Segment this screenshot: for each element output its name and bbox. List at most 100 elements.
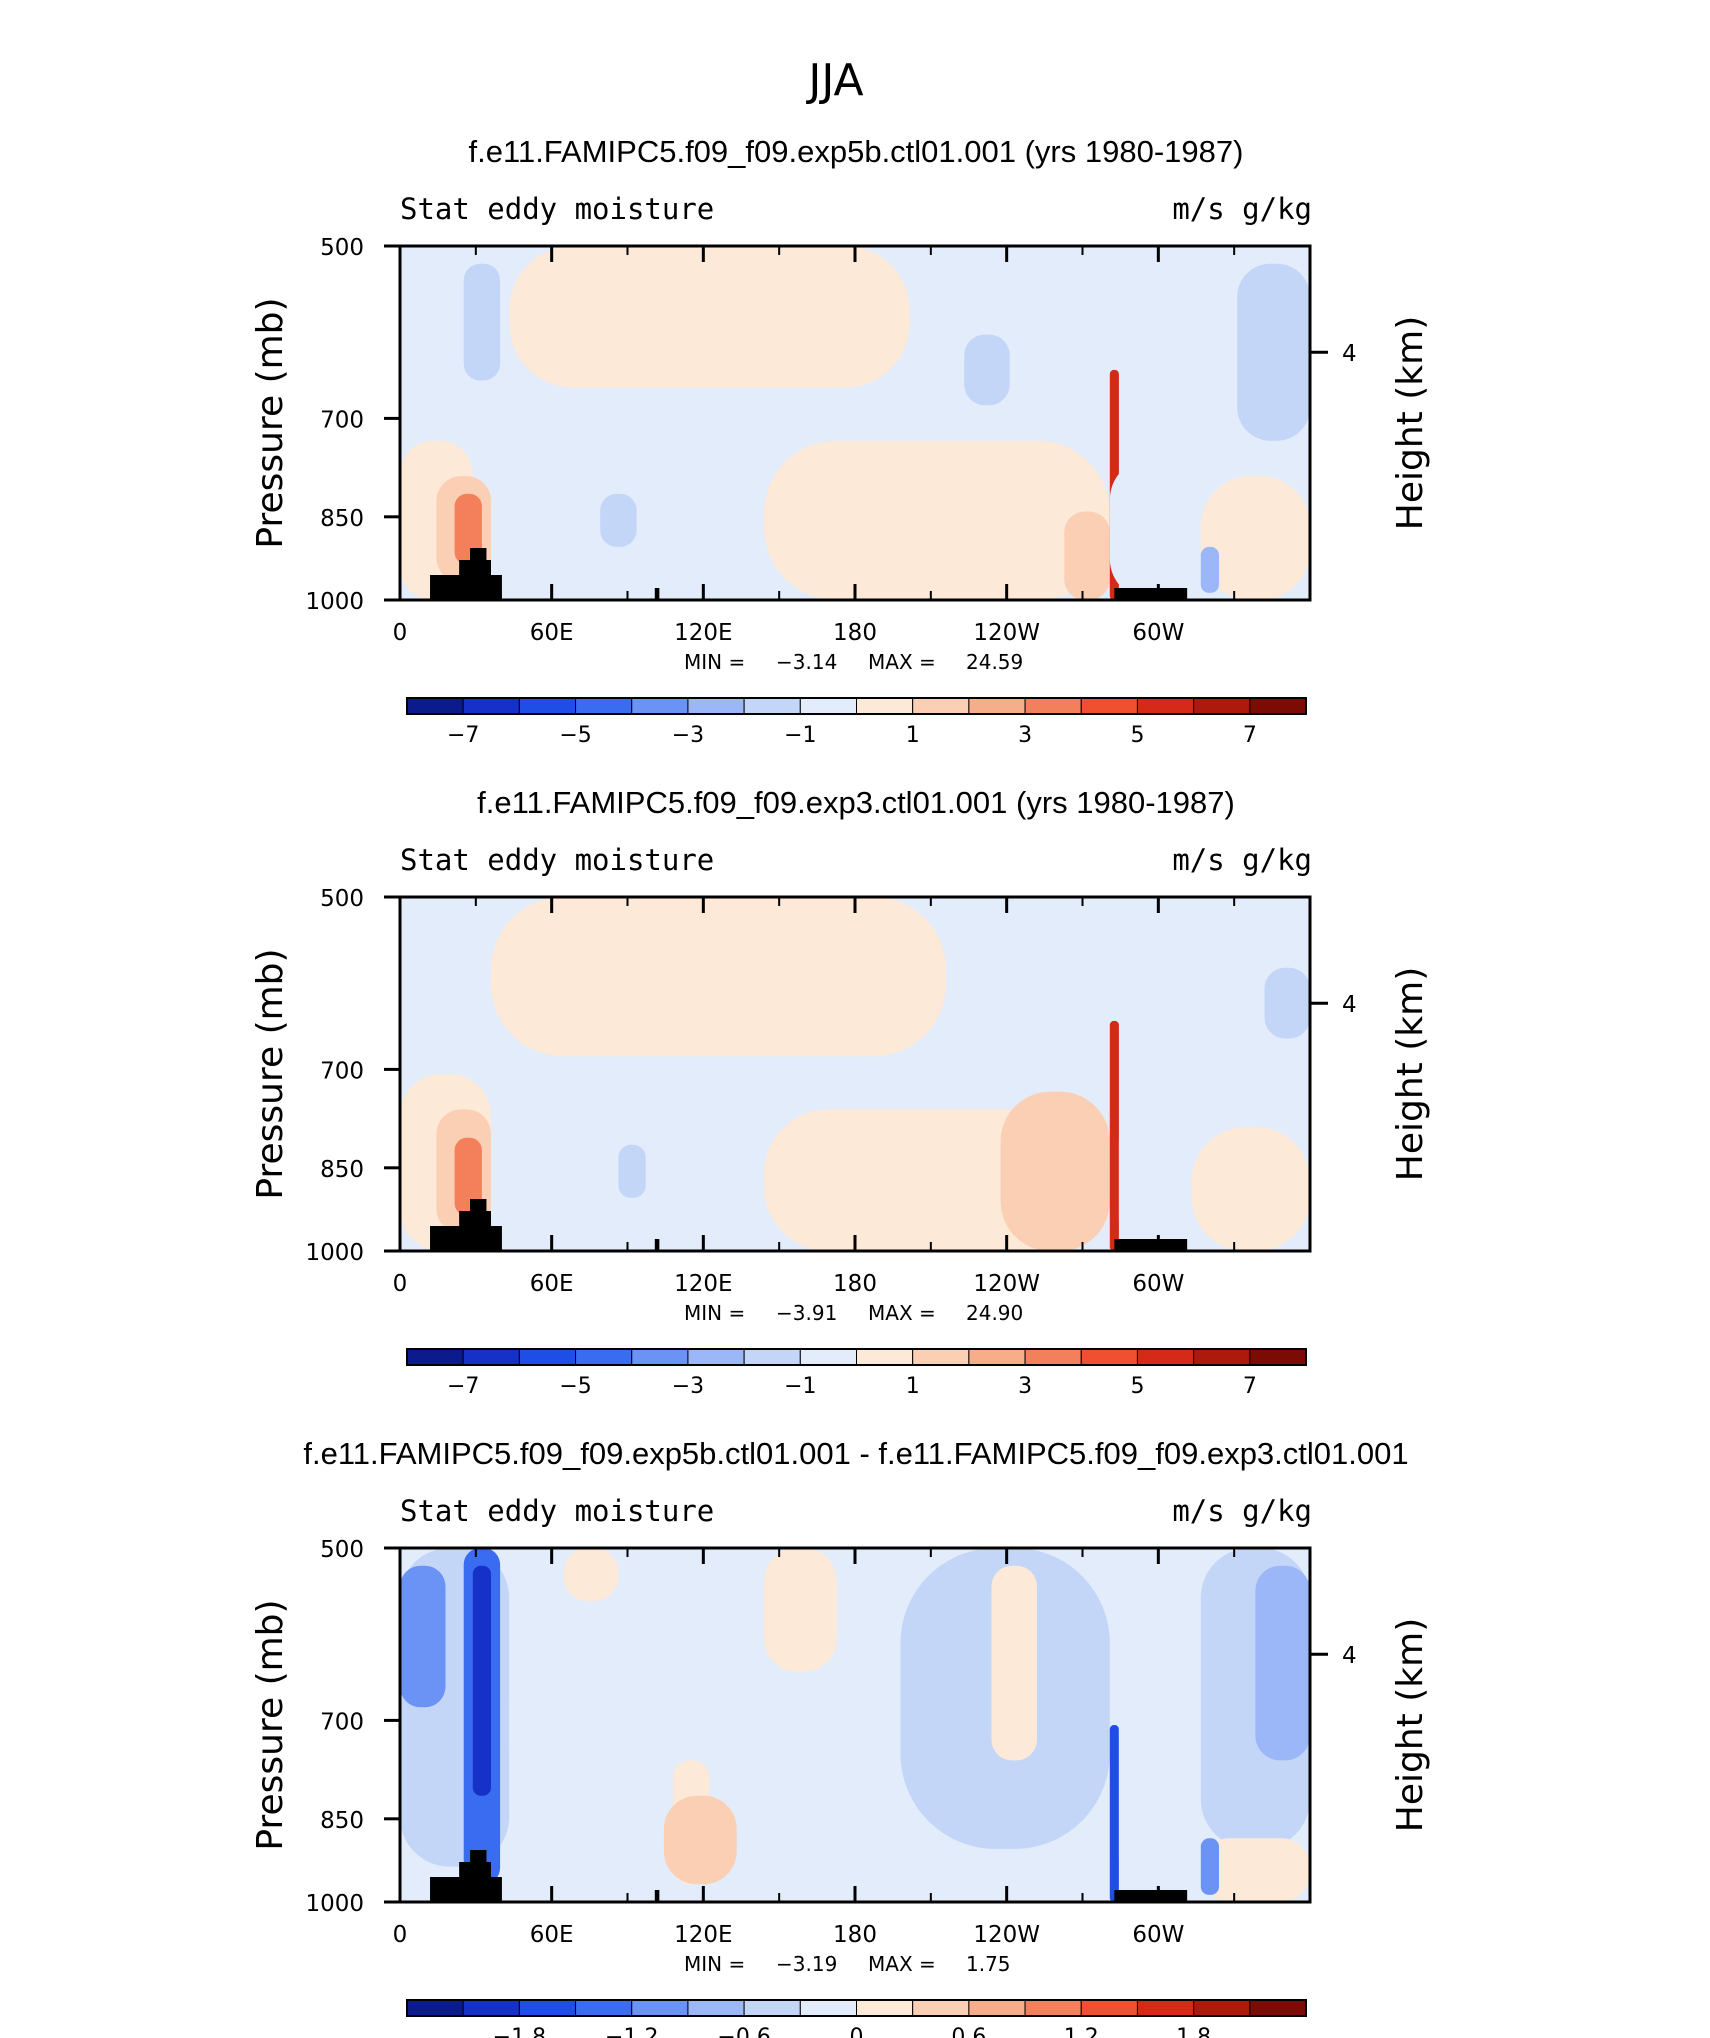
topography-block (491, 1877, 502, 1902)
panel-title: f.e11.FAMIPC5.f09_f09.exp5b.ctl01.001 (y… (469, 134, 1244, 169)
colorbar-swatch (518, 1348, 577, 1366)
colorbar-frame (406, 1348, 1307, 1366)
colorbar-swatch (856, 697, 914, 715)
colorbar-label: −1.2 (605, 2025, 658, 2038)
topography-mask (430, 548, 1188, 600)
topography-block (654, 1239, 660, 1251)
colorbar-label: −3 (672, 1374, 704, 1399)
panel-title: f.e11.FAMIPC5.f09_f09.exp3.ctl01.001 (yr… (477, 785, 1235, 820)
contour-region (454, 1137, 482, 1216)
colorbar-swatch (1249, 1999, 1307, 2017)
colorbar-swatch (462, 697, 520, 715)
colorbar: −7 −5 −3 −1 1 3 5 7 (406, 697, 1307, 748)
x-tick-label: 0 (393, 620, 408, 646)
colorbar-swatch (406, 697, 464, 715)
y-tick-label: 850 (320, 1157, 364, 1183)
colorbar-swatch (1024, 697, 1082, 715)
units-label: m/s g/kg (1172, 843, 1312, 877)
y-axis-label: Pressure (mb) (250, 297, 291, 548)
x-tick-label: 60E (530, 1922, 574, 1948)
x-tick-label: 60W (1132, 1922, 1184, 1948)
topography-block (470, 548, 487, 600)
contour-region (946, 897, 1083, 1110)
colorbar-swatch (631, 697, 689, 715)
contour-region (563, 1548, 619, 1602)
y-axis-label: Pressure (mb) (250, 948, 291, 1199)
contour-region (1118, 1548, 1219, 1902)
x-tick-label: 60W (1132, 620, 1184, 646)
colorbar-label: 7 (1243, 723, 1257, 748)
colorbar-label: −1 (784, 723, 816, 748)
min-label: MIN = (684, 1952, 745, 1976)
colorbar-swatch (968, 1348, 1026, 1366)
colorbar-swatch (406, 1999, 464, 2017)
panel-title: f.e11.FAMIPC5.f09_f09.exp5b.ctl01.001 - … (303, 1436, 1408, 1471)
colorbar-frame (406, 1999, 1307, 2017)
min-value: −3.14 (776, 650, 837, 674)
colorbar-swatch (462, 1348, 520, 1366)
colorbar-label: 1.2 (1064, 2025, 1099, 2038)
min-label: MIN = (684, 1301, 745, 1325)
y-tick-label: 1000 (305, 589, 364, 615)
colorbar-swatch (743, 1348, 801, 1366)
colorbar-swatch (1249, 697, 1307, 715)
colorbar-swatch (406, 1348, 464, 1366)
variable-label: Stat eddy moisture (400, 843, 714, 877)
colorbar-label: 3 (1018, 1374, 1032, 1399)
x-tick-label: 180 (833, 1271, 877, 1297)
contour-region (1082, 897, 1310, 1145)
topography-block (1114, 1239, 1188, 1251)
right-axis-label: Height (km) (1390, 1618, 1431, 1832)
colorbar-label: 1 (906, 1374, 920, 1399)
colorbar-label: −3 (672, 723, 704, 748)
y-tick-label: 500 (320, 235, 364, 261)
variable-label: Stat eddy moisture (400, 192, 714, 226)
colorbar-label: −7 (447, 1374, 479, 1399)
colorbar-swatch (1080, 1999, 1138, 2017)
contour-fields (400, 1548, 1310, 1902)
colorbar-swatch (575, 1348, 633, 1366)
colorbar-swatch (687, 697, 745, 715)
contour-region (618, 1144, 646, 1198)
topography-block (470, 1850, 487, 1902)
y-tick-label: 500 (320, 886, 364, 912)
topography-block (491, 1226, 502, 1251)
colorbar-swatch (968, 1999, 1026, 2017)
contour-region (509, 246, 910, 388)
contour-region (1200, 1838, 1219, 1895)
panel-2: f.e11.FAMIPC5.f09_f09.exp3.ctl01.001 (yr… (250, 785, 1431, 1399)
right-tick-label: 4 (1342, 1643, 1357, 1669)
colorbar-swatch (799, 697, 857, 715)
contour-region (1264, 967, 1310, 1039)
colorbar-swatch (1193, 1348, 1251, 1366)
colorbar-swatch (968, 697, 1026, 715)
topography-block (654, 588, 660, 600)
colorbar-swatch (1080, 697, 1138, 715)
colorbar-swatch (856, 1348, 914, 1366)
colorbar-swatch (575, 697, 633, 715)
contour-region (1109, 1020, 1119, 1251)
colorbar: −1.8 −1.2 −0.6 0 0.6 1.2 1.8 (406, 1999, 1307, 2038)
y-tick-label: 700 (320, 1058, 364, 1084)
right-axis-label: Height (km) (1390, 967, 1431, 1181)
colorbar-swatch (1136, 1348, 1195, 1366)
contour-region (400, 1565, 446, 1708)
contour-region (1118, 1109, 1192, 1251)
topography-block (491, 575, 502, 600)
colorbar-swatch (1136, 1999, 1195, 2017)
x-tick-label: 180 (833, 620, 877, 646)
min-value: −3.91 (776, 1301, 837, 1325)
colorbar-label: −1 (784, 1374, 816, 1399)
contour-region (1200, 546, 1219, 593)
colorbar-label: −5 (559, 1374, 591, 1399)
contour-region (1109, 1725, 1119, 1902)
colorbar-swatch (912, 1348, 970, 1366)
min-label: MIN = (684, 650, 745, 674)
contour-region (764, 440, 1110, 600)
x-tick-label: 120W (973, 1922, 1040, 1948)
colorbar-swatch (912, 697, 970, 715)
topography-mask (430, 1850, 1188, 1902)
y-tick-label: 1000 (305, 1240, 364, 1266)
contour-region (1200, 476, 1310, 600)
